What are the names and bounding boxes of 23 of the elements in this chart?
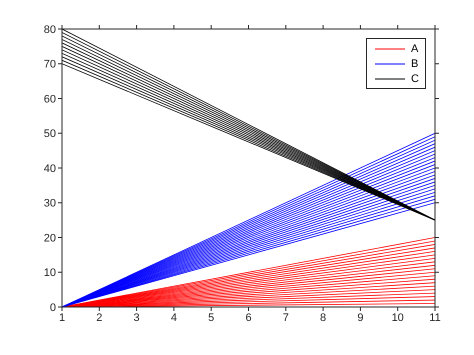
y-tick-label: 20 — [44, 232, 56, 244]
y-tick-label: 40 — [44, 162, 56, 175]
x-tick-label: 3 — [134, 312, 140, 324]
x-tick-label: 5 — [208, 312, 214, 324]
y-tick-label: 60 — [44, 93, 56, 106]
y-tick-label: 0 — [50, 302, 56, 314]
x-tick-label: 1 — [58, 312, 66, 324]
legend-label: A — [411, 42, 418, 54]
x-tick-label: 8 — [320, 312, 326, 324]
y-tick-label: 70 — [44, 58, 56, 71]
y-tick-label: 30 — [44, 198, 56, 210]
legend-label: B — [411, 58, 418, 70]
y-tick-label: 10 — [44, 267, 56, 280]
x-tick-label: 6 — [245, 312, 252, 324]
x-tick-label: 10 — [392, 312, 404, 324]
x-tick-label: 11 — [429, 312, 441, 324]
x-tick-label: 9 — [357, 312, 364, 324]
x-tick-label: 2 — [96, 312, 102, 324]
y-tick-label: 50 — [44, 128, 56, 140]
x-tick-label: 7 — [282, 312, 289, 324]
x-tick-label: 4 — [170, 312, 177, 324]
y-tick-label: 80 — [44, 24, 56, 36]
legend-label: C — [411, 72, 419, 84]
